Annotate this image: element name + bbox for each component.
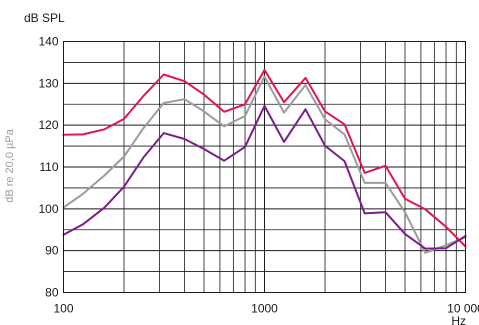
y-tick-label: 110 [39, 160, 58, 174]
y-unit-label: dB SPL [24, 11, 65, 25]
series-layer [62, 68, 467, 254]
y-tick-label: 120 [38, 118, 58, 132]
x-tick-label: 10 000 [447, 302, 479, 316]
labels: dB SPL dB re 20,0 µPa Hz [4, 11, 466, 325]
y-tick-label: 90 [45, 244, 59, 258]
y-axis-side-label: dB re 20,0 µPa [4, 128, 16, 202]
tick-labels: 80 90 100 110 120 130 140 100 1000 10 000 [38, 35, 479, 316]
y-tick-label: 140 [38, 35, 58, 49]
y-tick-label: 100 [38, 202, 58, 216]
y-tick-label: 130 [38, 76, 58, 90]
plot-frame [63, 41, 466, 293]
x-tick-label: 100 [53, 302, 73, 316]
grid [63, 41, 466, 293]
series-line-1 [62, 68, 467, 248]
x-unit-label: Hz [451, 314, 466, 325]
series-line-3 [62, 104, 467, 250]
x-tick-label: 1000 [251, 302, 278, 316]
series-line-2 [62, 75, 467, 254]
y-tick-label: 80 [45, 286, 59, 300]
